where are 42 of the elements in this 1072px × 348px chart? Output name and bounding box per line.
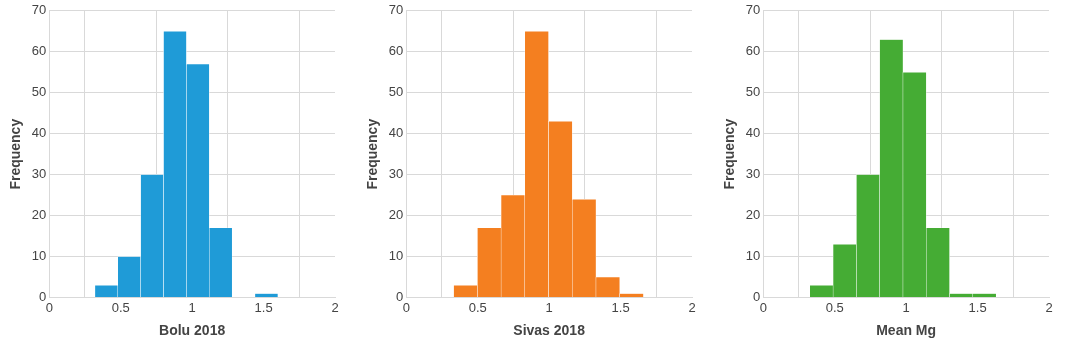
x-tick-label: 1 — [902, 299, 910, 315]
x-tick-label: 0.5 — [825, 299, 844, 315]
y-tick-label: 60 — [31, 43, 47, 59]
x-tick-label: 1 — [188, 299, 196, 315]
y-axis-title: Frequency — [364, 118, 381, 190]
x-tick-label: 2 — [1045, 299, 1053, 315]
y-tick-label: 70 — [31, 2, 47, 18]
y-axis-title: Frequency — [721, 118, 738, 190]
y-tick-label: 40 — [745, 125, 761, 141]
y-tick-label: 30 — [388, 166, 404, 182]
y-tick-label: 0 — [39, 289, 47, 305]
x-tick-label: 0.5 — [468, 299, 487, 315]
x-tick-label: 1.5 — [254, 299, 273, 315]
y-tick-label: 50 — [31, 84, 47, 100]
x-axis-title: Bolu 2018 — [159, 322, 226, 339]
y-tick-label: 50 — [388, 84, 404, 100]
y-tick-label: 70 — [388, 2, 404, 18]
y-tick-label: 20 — [388, 207, 404, 223]
y-tick-label: 10 — [31, 248, 47, 264]
y-tick-label: 40 — [31, 125, 47, 141]
x-tick-label: 1.5 — [611, 299, 630, 315]
x-tick-label: 2 — [331, 299, 339, 315]
y-tick-label: 10 — [745, 248, 761, 264]
y-tick-label: 30 — [31, 166, 47, 182]
y-tick-label: 60 — [745, 43, 761, 59]
y-tick-label: 20 — [31, 207, 47, 223]
x-tick-label: 1 — [545, 299, 553, 315]
y-tick-label: 10 — [388, 248, 404, 264]
y-tick-label: 40 — [388, 125, 404, 141]
y-axis-title: Frequency — [7, 118, 24, 190]
y-tick-label: 0 — [396, 289, 404, 305]
x-tick-label: 2 — [688, 299, 696, 315]
y-tick-label: 50 — [745, 84, 761, 100]
x-axis-title: Sivas 2018 — [513, 322, 586, 339]
y-tick-label: 20 — [745, 207, 761, 223]
y-tick-label: 30 — [745, 166, 761, 182]
y-tick-label: 60 — [388, 43, 404, 59]
x-tick-label: 0.5 — [111, 299, 130, 315]
y-tick-label: 70 — [745, 2, 761, 18]
y-tick-label: 0 — [753, 289, 761, 305]
x-axis-title: Mean Mg — [876, 322, 937, 339]
x-tick-label: 1.5 — [968, 299, 987, 315]
